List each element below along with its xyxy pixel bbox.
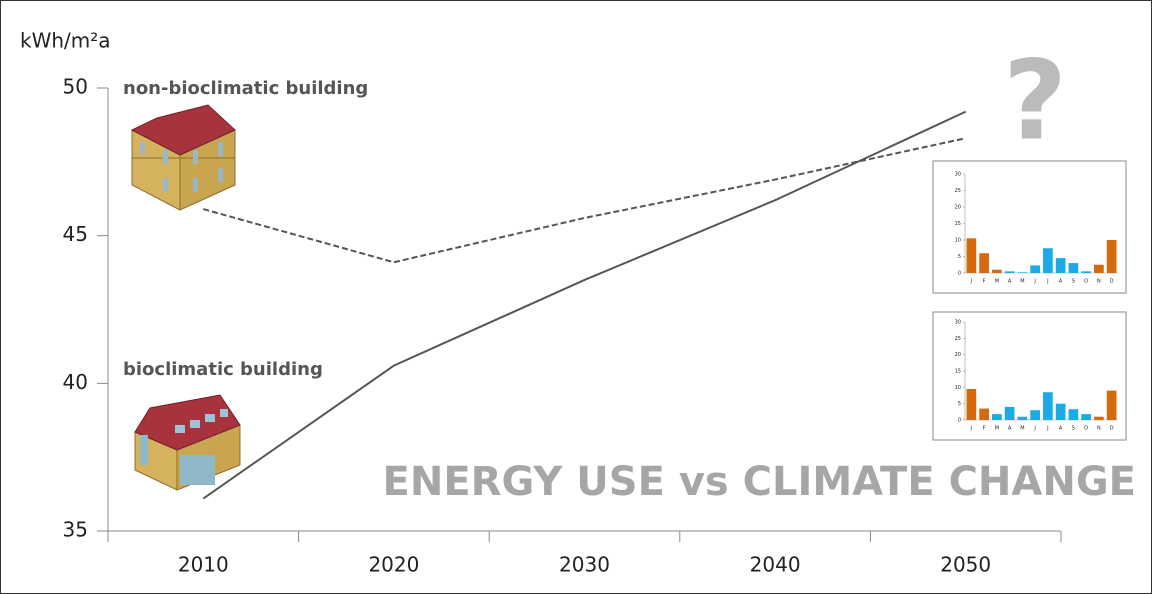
y-tick-label: 30 — [955, 320, 961, 326]
y-tick-label: 0 — [958, 418, 961, 424]
x-tick-label: 2040 — [750, 553, 801, 577]
x-tick-label: J — [970, 426, 972, 432]
x-tick-label: J — [970, 279, 972, 285]
y-tick-label: 5 — [958, 401, 961, 407]
bar — [1094, 264, 1104, 273]
house-icon — [130, 104, 236, 211]
inset-chart: 0 5 10 15 20 25 30 J F M A M J J A S O N D — [955, 320, 1118, 432]
bar — [1081, 414, 1091, 420]
x-tick-label: 2010 — [178, 553, 229, 577]
bar — [1055, 258, 1066, 273]
series-label: bioclimatic building — [123, 359, 323, 380]
x-tick-label: N — [1097, 426, 1101, 432]
series-line — [203, 137, 966, 264]
x-tick-label: M — [1020, 426, 1024, 432]
x-tick-label: D — [1110, 426, 1114, 432]
y-tick-label: 40 — [63, 370, 88, 394]
x-tick-label: D — [1110, 279, 1114, 285]
y-tick-label: 0 — [958, 271, 961, 277]
y-tick-label: 10 — [955, 238, 961, 244]
bar — [1068, 409, 1079, 420]
bar — [1043, 248, 1053, 273]
x-tick-label: F — [983, 279, 986, 285]
x-tick-label: F — [983, 426, 986, 432]
bar — [992, 269, 1002, 273]
chart-title: ENERGY USE vs CLIMATE CHANGE — [383, 459, 1136, 505]
x-tick-label: J — [1046, 279, 1048, 285]
bar — [966, 238, 977, 273]
bar — [1106, 390, 1117, 420]
bar — [1068, 263, 1079, 273]
bar — [1017, 272, 1028, 273]
x-tick-label: J — [1033, 279, 1035, 285]
y-tick-label: 30 — [955, 172, 961, 178]
x-tick-label: S — [1072, 279, 1075, 285]
y-tick-label: 35 — [63, 518, 88, 542]
x-tick-label: A — [1059, 279, 1063, 285]
bar — [1004, 271, 1015, 273]
x-tick-label: 2020 — [368, 553, 419, 577]
x-tick-label: O — [1084, 279, 1088, 285]
bar — [1004, 406, 1015, 420]
y-tick-label: 15 — [955, 221, 961, 227]
x-tick-label: M — [1020, 279, 1024, 285]
x-tick-label: 2030 — [559, 553, 610, 577]
bar — [1081, 271, 1091, 273]
bar — [1106, 240, 1117, 273]
x-tick-label: J — [1033, 426, 1035, 432]
y-axis-label: kWh/m²a — [20, 29, 111, 53]
series-line — [202, 110, 967, 500]
bar — [1030, 265, 1040, 273]
bar — [1043, 392, 1053, 420]
bar — [966, 388, 977, 420]
bar — [1030, 410, 1040, 420]
x-tick-label: A — [1008, 426, 1012, 432]
x-tick-label: A — [1059, 426, 1063, 432]
y-tick-label: 25 — [955, 336, 961, 342]
bar — [992, 414, 1002, 420]
y-tick-label: 20 — [955, 352, 961, 358]
y-tick-label: 10 — [955, 385, 961, 391]
annotation: ? — [1003, 36, 1067, 164]
y-tick-label: 50 — [63, 75, 88, 99]
bar — [1094, 416, 1104, 420]
series-label: non-bioclimatic building — [123, 78, 368, 99]
x-tick-label: O — [1084, 426, 1088, 432]
house-icon — [134, 394, 241, 491]
x-tick-label: 2050 — [940, 553, 991, 577]
y-tick-label: 20 — [955, 205, 961, 211]
bar — [1055, 403, 1066, 420]
x-tick-label: N — [1097, 279, 1101, 285]
inset-chart: 0 5 10 15 20 25 30 J F M A M J J A S O N D — [955, 172, 1118, 285]
y-tick-label: 25 — [955, 188, 961, 194]
y-tick-label: 15 — [955, 369, 961, 375]
x-tick-label: J — [1046, 426, 1048, 432]
bar — [979, 253, 989, 273]
y-tick-label: 5 — [958, 254, 961, 260]
bar — [1017, 416, 1028, 420]
inset-frame — [932, 311, 1127, 441]
bar — [979, 408, 989, 420]
y-tick-label: 45 — [63, 222, 88, 246]
x-tick-label: M — [995, 426, 999, 432]
x-tick-label: S — [1072, 426, 1075, 432]
x-tick-label: M — [995, 279, 999, 285]
x-tick-label: A — [1008, 279, 1012, 285]
